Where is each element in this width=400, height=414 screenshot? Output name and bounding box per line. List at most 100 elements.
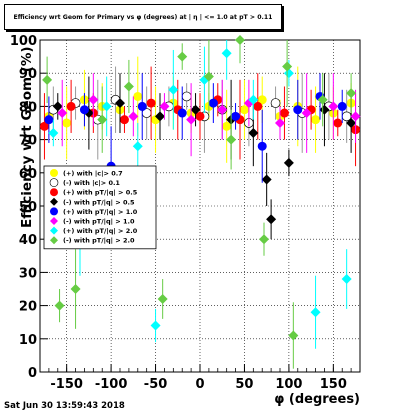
- y-tick-label: 80: [19, 100, 37, 115]
- data-point: [177, 51, 188, 62]
- data-point: [57, 108, 68, 119]
- data-point: [301, 108, 312, 119]
- data-point: [346, 118, 357, 128]
- data-point: [283, 157, 294, 168]
- data-point: [186, 114, 197, 125]
- legend-entry-label: (+) with pT/|q| > 0.5: [63, 189, 138, 198]
- y-tick-label: 30: [19, 266, 37, 281]
- data-point: [168, 84, 179, 95]
- data-point: [346, 88, 357, 99]
- data-point: [279, 108, 289, 118]
- data-point: [48, 127, 59, 138]
- data-point: [133, 91, 143, 101]
- data-point: [66, 101, 76, 111]
- y-axis-label: Efficiency wrt Geom (%): [19, 46, 35, 228]
- data-point: [39, 121, 49, 131]
- data-point: [159, 101, 170, 112]
- x-tick-label: 0: [195, 377, 204, 392]
- data-point: [341, 274, 352, 285]
- data-point: [177, 108, 187, 118]
- chart-title-box: Efficiency wrt Geom for Primary vs φ (de…: [4, 4, 282, 30]
- legend-marker: [50, 169, 58, 177]
- y-tick-label: 50: [19, 200, 37, 215]
- legend-box: [43, 165, 157, 250]
- x-tick-label: 150: [320, 377, 347, 392]
- data-point: [88, 94, 99, 105]
- legend-marker: [50, 197, 58, 206]
- data-point: [253, 101, 263, 111]
- data-point: [190, 104, 201, 115]
- data-point: [270, 98, 281, 108]
- data-point: [150, 320, 161, 331]
- legend-marker: [50, 188, 58, 197]
- data-point: [275, 118, 285, 128]
- data-point: [310, 307, 321, 318]
- data-point: [97, 114, 108, 125]
- data-point: [226, 134, 237, 145]
- data-point: [203, 71, 214, 82]
- data-point: [181, 91, 192, 102]
- y-tick-label: 40: [19, 233, 37, 248]
- x-tick-label: 100: [275, 377, 302, 392]
- data-point: [337, 101, 347, 111]
- data-point: [146, 98, 156, 108]
- data-point: [282, 61, 293, 72]
- data-point: [293, 105, 303, 115]
- y-tick-label: 10: [19, 333, 37, 348]
- y-tick-label: 60: [19, 167, 37, 182]
- legend-entry-label: (+) with |c|> 0.7: [63, 170, 123, 179]
- data-point: [123, 81, 134, 92]
- data-point: [195, 111, 205, 121]
- data-point: [288, 330, 299, 341]
- data-point: [157, 293, 168, 304]
- data-point: [333, 118, 343, 128]
- x-axis-label: φ (degrees): [274, 392, 360, 407]
- data-point: [217, 104, 228, 115]
- data-point: [101, 101, 112, 112]
- y-tick-label: 70: [19, 134, 37, 149]
- data-point: [42, 74, 53, 85]
- legend-entry-label: (-) with pT/|q| > 0.5: [63, 198, 135, 207]
- data-point: [328, 101, 339, 112]
- data-point: [261, 174, 272, 185]
- data-point: [155, 111, 165, 122]
- data-point: [62, 118, 72, 128]
- data-point: [266, 214, 277, 225]
- data-point: [132, 141, 143, 152]
- legend-entry-label: (-) with pT/|q| > 2.0: [63, 237, 135, 246]
- y-tick-label: 100: [10, 34, 37, 49]
- data-point: [248, 127, 259, 138]
- legend-marker: [50, 207, 58, 216]
- data-point: [54, 300, 65, 311]
- data-point: [221, 48, 232, 59]
- data-point: [248, 94, 259, 105]
- data-point: [231, 111, 241, 121]
- data-point: [239, 105, 249, 115]
- data-point: [70, 284, 81, 294]
- timestamp-footer: Sat Jun 30 13:59:43 2018: [4, 401, 125, 411]
- data-point: [257, 95, 267, 105]
- data-point: [52, 101, 63, 112]
- data-point: [115, 98, 125, 109]
- data-point: [350, 111, 361, 122]
- data-point: [235, 35, 245, 45]
- legend-entry-label: (+) with pT/|q| > 1.0: [63, 208, 138, 217]
- data-point: [128, 111, 139, 122]
- data-point: [317, 94, 328, 105]
- x-tick-label: 50: [235, 377, 253, 392]
- legend-entry-label: (-) with |c|> 0.1: [63, 179, 120, 188]
- legend-marker: [50, 226, 58, 235]
- x-tick-label: -150: [50, 377, 83, 392]
- data-point: [137, 101, 147, 111]
- data-point: [222, 121, 232, 131]
- data-point: [257, 141, 267, 151]
- data-point: [311, 115, 321, 125]
- legend-entry-label: (+) with pT/|q| > 2.0: [63, 227, 138, 236]
- data-point: [119, 115, 129, 125]
- legend-marker: [50, 217, 58, 225]
- legend-marker: [50, 236, 58, 245]
- data-point: [79, 105, 89, 115]
- y-tick-label: 20: [19, 300, 37, 315]
- data-point: [208, 98, 218, 108]
